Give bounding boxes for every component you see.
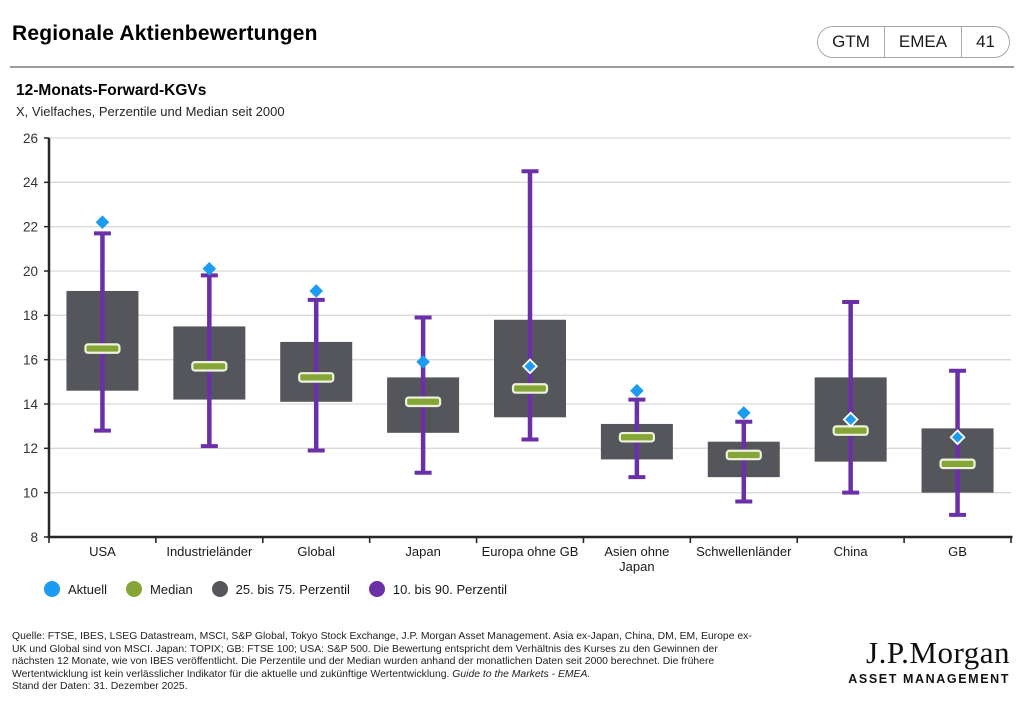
median-marker-asien-ohne-japan [618,431,655,443]
median-marker-europa-ohne-gb [511,383,549,394]
legend-item-25-bis-75-perzentil: 25. bis 75. Perzentil [211,581,350,597]
legend-label-aktuell: Aktuell [68,581,108,597]
gtm-reference: Guide to the Markets - EMEA. [452,668,591,680]
legend-dot-aktuell [44,581,60,597]
current-diamond-usa [95,215,110,230]
y-tick-label-26: 26 [23,131,38,146]
legend-label-25-bis-75-perzentil: 25. bis 75. Perzentil [235,581,350,597]
badge-page-number: 41 [976,32,995,51]
legend-dot-median [126,581,143,597]
y-tick-label-14: 14 [23,397,39,412]
median-marker-china [832,425,869,436]
y-tick-label-18: 18 [23,308,38,323]
current-diamond-global [309,284,324,298]
source-line-4: Wertentwicklung ist kein verlässlicher I… [12,669,852,682]
legend-item-aktuell: Aktuell [44,581,107,597]
x-category-label-europa-ohne-gb: Europa ohne GB [482,544,579,559]
current-diamond-japan [416,355,430,369]
x-category-label-usa: USA [89,544,116,559]
y-tick-label-10: 10 [23,485,38,500]
x-category-label-japan: Japan [405,544,440,559]
current-diamond-europa-ohne-gb [521,358,539,375]
y-tick-label-8: 8 [30,530,38,545]
chart-title: 12-Monats-Forward-KGVs [16,82,207,99]
legend-item-10-bis-90-perzentil: 10. bis 90. Perzentil [368,581,508,597]
header-divider [10,66,1014,68]
x-category-label-global: Global [297,544,335,559]
y-tick-label-20: 20 [23,264,38,279]
asset-management-label: ASSET MANAGEMENT [848,672,1010,686]
x-category-label-asien-ohne-japan: Japan [619,559,654,574]
source-line-4-text: Wertentwicklung ist kein verlässlicher I… [12,668,453,680]
source-line-1: Quelle: FTSE, IBES, LSEG Datastream, MSC… [12,631,752,642]
median-marker-japan [405,396,442,408]
legend-dot-25-bis-75-perzentil [211,581,228,597]
y-tick-label-24: 24 [23,175,39,190]
median-marker-schwellenl-nder [725,449,762,461]
badge-region-label: EMEA [883,27,963,57]
current-diamond-industriel-nder [202,261,217,276]
y-tick-label-22: 22 [23,219,38,234]
gtm-badge: GTM EMEA 41 [817,26,1010,58]
data-date: Stand der Daten: 31. Dezember 2025. [12,681,188,693]
page-title: Regionale Aktienbewertungen [12,22,318,45]
x-category-label-schwellenl-nder: Schwellenländer [696,544,792,559]
x-category-label-china: China [834,544,869,559]
source-line-3: nächsten 12 Monate, wie von IBES veröffe… [12,656,715,668]
current-diamond-gb [949,429,966,446]
x-category-label-gb: GB [948,544,967,559]
current-diamond-asien-ohne-japan [630,383,644,398]
boxplot-canvas: 8 10 12 14 16 18 20 22 24 26 USA Industrieländer Glo… [23,131,1013,574]
current-diamond-schwellenl-nder [736,406,751,420]
legend-label-10-bis-90-perzentil: 10. bis 90. Perzentil [392,581,508,597]
legend-dot-10-bis-90-perzentil [368,581,385,597]
source-note: Quelle: FTSE, IBES, LSEG Datastream, MSC… [12,631,852,694]
jpmorgan-wordmark: J.P.Morgan [866,635,1010,670]
chart-subtitle: X, Vielfaches, Perzentile und Median sei… [16,104,285,119]
median-marker-global [298,372,335,383]
median-marker-industriel-nder [191,361,228,372]
y-tick-label-12: 12 [23,441,38,456]
x-category-label-industriel-nder: Industrieländer [166,544,253,559]
badge-series-label: GTM [832,32,870,51]
current-diamond-china [842,411,859,428]
chart-legend: Aktuell Median 25. bis 75. Perzentil 10. bi… [44,581,507,597]
jpmorgan-logo: J.P.Morgan ASSET MANAGEMENT [848,635,1010,687]
median-marker-gb [939,458,976,470]
median-marker-usa [84,343,121,354]
x-category-label-asien-ohne-japan: Asien ohne [604,544,669,559]
y-tick-label-16: 16 [23,352,38,367]
legend-label-median: Median [150,581,193,597]
source-line-2: UK und Global sind von MSCI. Japan: TOPI… [12,643,718,655]
legend-item-median: Median [126,581,193,597]
